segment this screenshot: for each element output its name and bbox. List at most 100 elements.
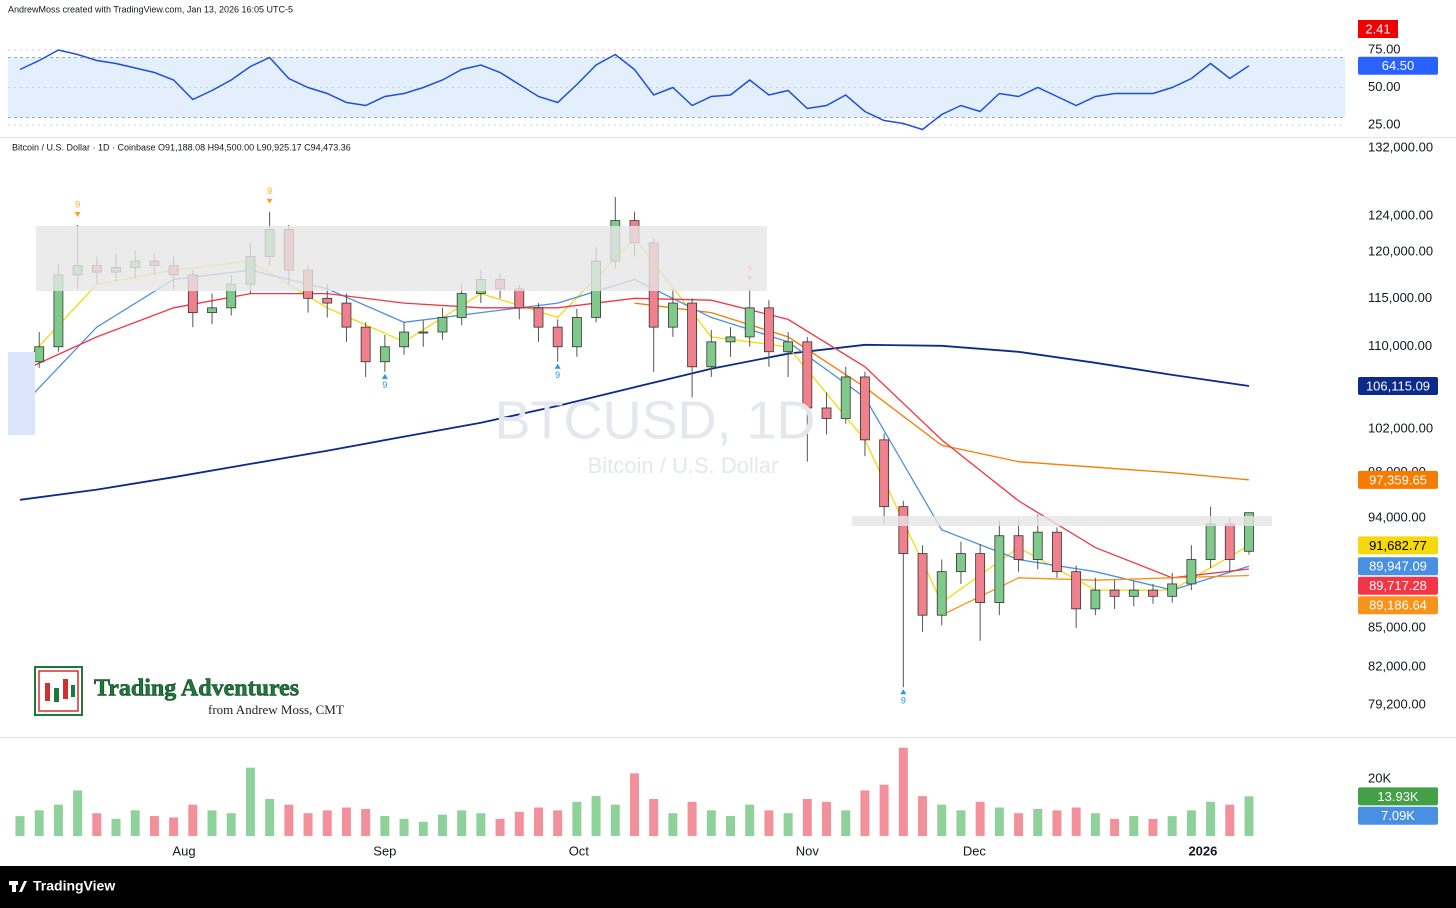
price-label: 89,717.28 — [1369, 578, 1427, 593]
volume-bar — [822, 801, 832, 836]
candle-body — [706, 341, 717, 368]
candle-body — [1013, 535, 1024, 560]
td-marker: 9 — [555, 370, 560, 380]
resistance-zone — [852, 516, 1272, 526]
volume-bar — [1014, 813, 1024, 836]
candle-body — [552, 326, 563, 348]
price-label-bg — [1358, 470, 1438, 489]
volume-bar — [783, 813, 793, 836]
y-tick-label: 102,000.00 — [1368, 421, 1433, 436]
volume-bar — [226, 813, 236, 836]
candle-body — [783, 341, 794, 353]
td-arrow — [900, 689, 907, 695]
volume-bar — [649, 798, 659, 836]
candle-body — [437, 317, 448, 333]
price-label-bg — [1358, 596, 1438, 615]
candle-body — [764, 307, 774, 353]
volume-bar — [399, 818, 409, 836]
volume-bar — [1110, 818, 1120, 836]
x-tick-label: Aug — [172, 843, 195, 858]
y-tick-label: 94,000.00 — [1368, 510, 1426, 525]
volume-bar — [629, 773, 639, 836]
volume-bar — [245, 767, 255, 836]
volume-bar — [188, 804, 198, 836]
volume-bar — [706, 810, 716, 836]
legend: Bitcoin / U.S. Dollar · 1D · Coinbase O9… — [12, 142, 351, 152]
candle-body — [360, 326, 371, 363]
td-marker: 9 — [382, 380, 387, 390]
candle-body — [917, 553, 928, 616]
candle-body — [1148, 589, 1158, 597]
volume-bar — [476, 813, 486, 836]
volume-bar — [1148, 818, 1158, 836]
volume-bar — [668, 813, 678, 836]
logo-icon — [34, 666, 83, 716]
candle-body — [744, 307, 755, 338]
x-tick-label: Oct — [569, 843, 590, 858]
candle-body — [802, 341, 813, 409]
price-label-bg — [1358, 56, 1438, 75]
candle-body — [936, 571, 947, 616]
volume-bar — [92, 813, 102, 836]
volume-bar — [1052, 810, 1062, 836]
x-tick-label: Nov — [796, 843, 820, 858]
footer-bar — [0, 866, 1456, 908]
candle-body — [1109, 589, 1120, 597]
volume-bar — [898, 747, 908, 836]
y-tick-label: 115,000.00 — [1368, 290, 1432, 305]
price-label: 97,359.65 — [1369, 472, 1427, 487]
td-marker: 9 — [75, 199, 80, 209]
price-label-bg — [1358, 557, 1438, 576]
volume-bar — [457, 810, 467, 836]
footer-logo — [9, 881, 27, 892]
volume-bar — [15, 816, 25, 836]
rsi-band — [8, 57, 1345, 118]
candle-body — [840, 376, 851, 419]
td-arrow — [74, 211, 81, 217]
price-label-bg — [1358, 806, 1438, 825]
td-arrow — [554, 363, 561, 369]
volume-bar — [34, 810, 44, 836]
volume-bar — [879, 784, 889, 836]
volume-bar — [1225, 804, 1235, 836]
candle-body — [975, 553, 986, 603]
volume-bar — [73, 790, 83, 836]
credit: AndrewMoss created with TradingView.com,… — [8, 4, 293, 14]
volume-bar — [1071, 807, 1081, 836]
y-tick-label: 82,000.00 — [1368, 659, 1426, 674]
y-tick-label: 85,000.00 — [1368, 619, 1426, 634]
volume-bar — [1129, 816, 1139, 836]
volume-bar — [610, 804, 620, 836]
candle-body — [207, 307, 217, 314]
volume-bar — [918, 796, 928, 836]
volume-bar — [284, 804, 294, 836]
volume-bar — [169, 817, 179, 836]
candle-body — [725, 336, 736, 343]
td-arrow — [381, 373, 388, 379]
moving-average — [634, 302, 1250, 481]
volume-bar — [303, 813, 313, 836]
td-arrow — [266, 198, 273, 204]
candle-body — [379, 346, 390, 363]
volume-bar — [975, 801, 985, 836]
volume-bar — [53, 804, 63, 836]
candle-body — [418, 331, 429, 334]
volume-bar — [572, 801, 582, 836]
candle-body — [1032, 531, 1043, 560]
td-marker: 9 — [901, 696, 906, 706]
volume-bar — [207, 810, 217, 836]
volume-bar — [1033, 808, 1043, 836]
volume-bar — [745, 804, 755, 836]
candle-body — [514, 288, 525, 309]
candle-body — [1090, 589, 1101, 610]
volume-bar — [130, 810, 140, 836]
watermark-sub: Bitcoin / U.S. Dollar — [588, 453, 779, 478]
volume-bar — [361, 808, 371, 836]
y-tick-label: 50.00 — [1368, 79, 1401, 94]
volume-bar — [956, 810, 966, 836]
volume-bar — [1186, 810, 1196, 836]
range-box — [8, 352, 35, 435]
footer-brand: TradingView — [33, 878, 115, 894]
price-label: 7.09K — [1381, 808, 1415, 823]
volume-bar — [418, 821, 428, 836]
